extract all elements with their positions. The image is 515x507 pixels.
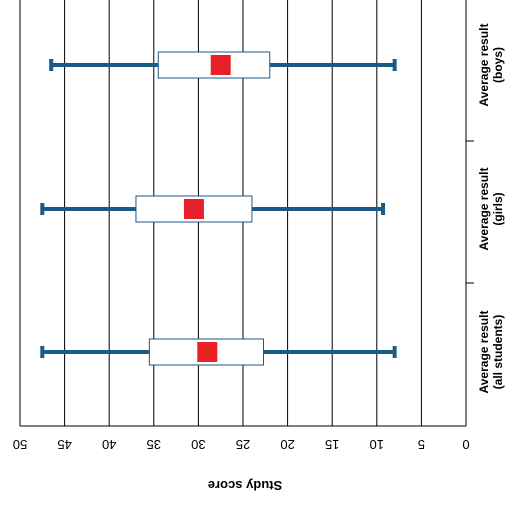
tick-label: 35 — [147, 437, 161, 452]
tick-label: 10 — [370, 437, 384, 452]
mean-marker — [197, 342, 218, 362]
tick-label: 5 — [418, 437, 425, 452]
tick-label: 15 — [325, 437, 339, 452]
category-label: Average result(girls) — [477, 168, 505, 251]
tick-label: 0 — [462, 437, 469, 452]
box-series-item — [40, 338, 397, 366]
mean-marker — [210, 55, 231, 75]
tick-label: 25 — [236, 437, 250, 452]
tick-label: 20 — [280, 437, 294, 452]
plot-area — [19, 0, 474, 427]
value-axis-title: Study score — [208, 478, 282, 493]
category-labels: Average result(all students) Average resu… — [477, 24, 505, 394]
tick-label: 50 — [13, 437, 27, 452]
category-label: Average result(all students) — [477, 311, 505, 394]
box-series-item — [40, 195, 386, 223]
value-axis-tick-labels: 0 5 10 15 20 25 30 35 40 45 50 — [13, 437, 470, 452]
mean-marker — [183, 199, 204, 219]
tick-label: 45 — [57, 437, 71, 452]
box-series-item — [49, 51, 397, 79]
tick-label: 30 — [191, 437, 205, 452]
category-label: Average result(boys) — [477, 24, 505, 107]
tick-label: 40 — [102, 437, 116, 452]
